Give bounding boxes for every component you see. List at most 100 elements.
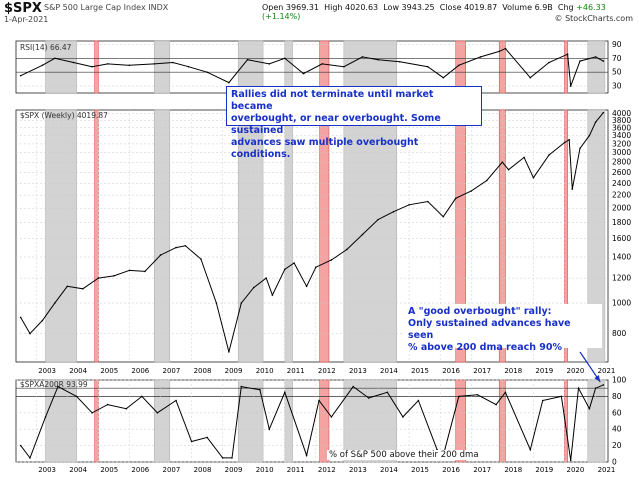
data-point-spx-37 <box>523 156 525 159</box>
data-point-rsi-30 <box>569 85 572 87</box>
annotation-mid-line2: Only sustained advances have seen <box>408 318 571 341</box>
close-label: Close <box>439 3 462 12</box>
chg-label: Chg <box>557 3 574 12</box>
y-tick-rsi-3: 30 <box>612 82 622 91</box>
data-point-rsi-14 <box>284 57 286 60</box>
x-tick-pct200-10: 2013 <box>349 466 367 474</box>
data-point-pct200-33 <box>529 448 532 451</box>
x-tick-pct200-18: 2021 <box>598 466 616 474</box>
y-tick-spx-12: 1600 <box>612 234 631 243</box>
data-point-rsi-25 <box>498 50 501 53</box>
x-tick-spx-0: 2003 <box>38 367 56 375</box>
gray-band-pct200-3 <box>284 379 293 463</box>
data-point-pct200-31 <box>495 403 497 406</box>
data-point-spx-8 <box>128 269 131 272</box>
data-point-rsi-32 <box>594 56 597 58</box>
x-tick-pct200-12: 2015 <box>411 466 429 474</box>
y-tick-spx-10: 2000 <box>612 204 631 213</box>
chart-index-name: S&P 500 Large Cap Index INDX <box>44 3 169 12</box>
data-point-spx-6 <box>97 277 100 279</box>
data-point-spx-34 <box>486 179 488 182</box>
open-label: Open <box>262 3 284 12</box>
data-point-pct200-11 <box>190 440 193 443</box>
data-point-pct200-0 <box>19 444 22 447</box>
data-point-spx-43 <box>579 147 581 150</box>
data-point-rsi-31 <box>579 60 581 62</box>
data-point-pct200-10 <box>175 399 177 402</box>
data-point-spx-38 <box>532 176 535 179</box>
data-point-pct200-20 <box>318 399 320 402</box>
x-tick-spx-15: 2018 <box>504 367 522 375</box>
legend-pct200: $SPXA200R 93.99 <box>20 380 88 389</box>
y-tick-spx-2: 3600 <box>612 123 631 132</box>
red-band-rsi-0 <box>94 40 99 94</box>
y-tick-spx-1: 3800 <box>612 116 631 125</box>
gray-band-pct200-0 <box>45 379 77 463</box>
annotation-mid: A "good overbought" rally: Only sustaine… <box>404 304 602 353</box>
y-tick-pct200-2: 60 <box>612 408 622 417</box>
data-point-pct200-16 <box>259 389 261 391</box>
data-point-spx-5 <box>82 287 84 290</box>
data-point-spx-9 <box>144 270 146 273</box>
data-point-rsi-22 <box>442 76 445 79</box>
data-point-pct200-22 <box>352 385 354 388</box>
data-point-rsi-8 <box>172 61 174 64</box>
data-point-rsi-16 <box>321 63 323 65</box>
data-point-pct200-12 <box>206 436 208 439</box>
data-point-spx-0 <box>19 316 22 319</box>
data-point-spx-27 <box>377 218 379 221</box>
gray-band-spx-0 <box>45 109 77 363</box>
x-tick-pct200-14: 2017 <box>473 466 491 474</box>
data-point-pct200-19 <box>305 454 308 457</box>
data-point-rsi-2 <box>54 57 56 60</box>
series-line-rsi <box>20 47 604 87</box>
legend-spx: $SPX (Weekly) 4019.87 <box>20 111 108 120</box>
data-point-pct200-4 <box>75 395 78 398</box>
data-point-spx-12 <box>184 244 187 247</box>
x-tick-spx-14: 2017 <box>473 367 491 375</box>
gray-band-rsi-2 <box>237 40 264 94</box>
data-point-pct200-21 <box>330 416 333 418</box>
low-value: 3943.25 <box>401 3 435 12</box>
data-point-spx-24 <box>330 259 333 261</box>
data-point-rsi-0 <box>19 74 22 77</box>
y-tick-pct200-3: 40 <box>612 425 622 434</box>
data-point-pct200-34 <box>541 399 544 402</box>
x-tick-spx-17: 2020 <box>566 367 584 375</box>
data-point-spx-31 <box>442 215 445 218</box>
data-point-rsi-6 <box>128 64 131 67</box>
data-point-spx-46 <box>602 111 605 114</box>
x-tick-pct200-5: 2008 <box>194 466 212 474</box>
data-point-pct200-17 <box>268 428 271 431</box>
data-point-spx-42 <box>571 188 574 190</box>
data-point-pct200-7 <box>125 407 128 410</box>
data-point-spx-45 <box>594 121 597 124</box>
data-point-rsi-24 <box>479 56 482 58</box>
data-point-rsi-26 <box>504 47 507 50</box>
data-point-spx-28 <box>392 210 395 213</box>
data-point-rsi-23 <box>458 64 460 67</box>
x-tick-spx-7: 2010 <box>256 367 274 375</box>
x-tick-pct200-7: 2010 <box>256 466 274 474</box>
close-value: 4019.87 <box>464 3 498 12</box>
data-point-rsi-9 <box>187 65 190 68</box>
gray-band-spx-2 <box>237 109 264 363</box>
data-point-pct200-39 <box>594 387 597 390</box>
x-tick-pct200-3: 2006 <box>131 466 149 474</box>
y-tick-spx-9: 2200 <box>612 191 631 200</box>
data-point-pct200-25 <box>402 416 404 418</box>
legend-rsi: RSI(14) 66.47 <box>20 43 72 52</box>
data-point-spx-40 <box>563 141 566 144</box>
data-point-spx-10 <box>159 254 162 256</box>
data-point-spx-13 <box>200 258 202 260</box>
quote-bar: Open 3969.31 High 4020.63 Low 3943.25 Cl… <box>262 3 639 21</box>
x-tick-pct200-9: 2012 <box>318 466 336 474</box>
x-tick-spx-10: 2013 <box>349 367 367 375</box>
data-point-rsi-3 <box>72 61 75 64</box>
data-point-spx-19 <box>271 294 274 296</box>
data-point-spx-29 <box>408 204 410 206</box>
data-point-pct200-32 <box>504 391 507 394</box>
annotation-top-line3: advances saw multiple overbought conditi… <box>231 137 419 160</box>
data-point-pct200-38 <box>588 407 591 410</box>
data-point-spx-20 <box>284 268 286 271</box>
